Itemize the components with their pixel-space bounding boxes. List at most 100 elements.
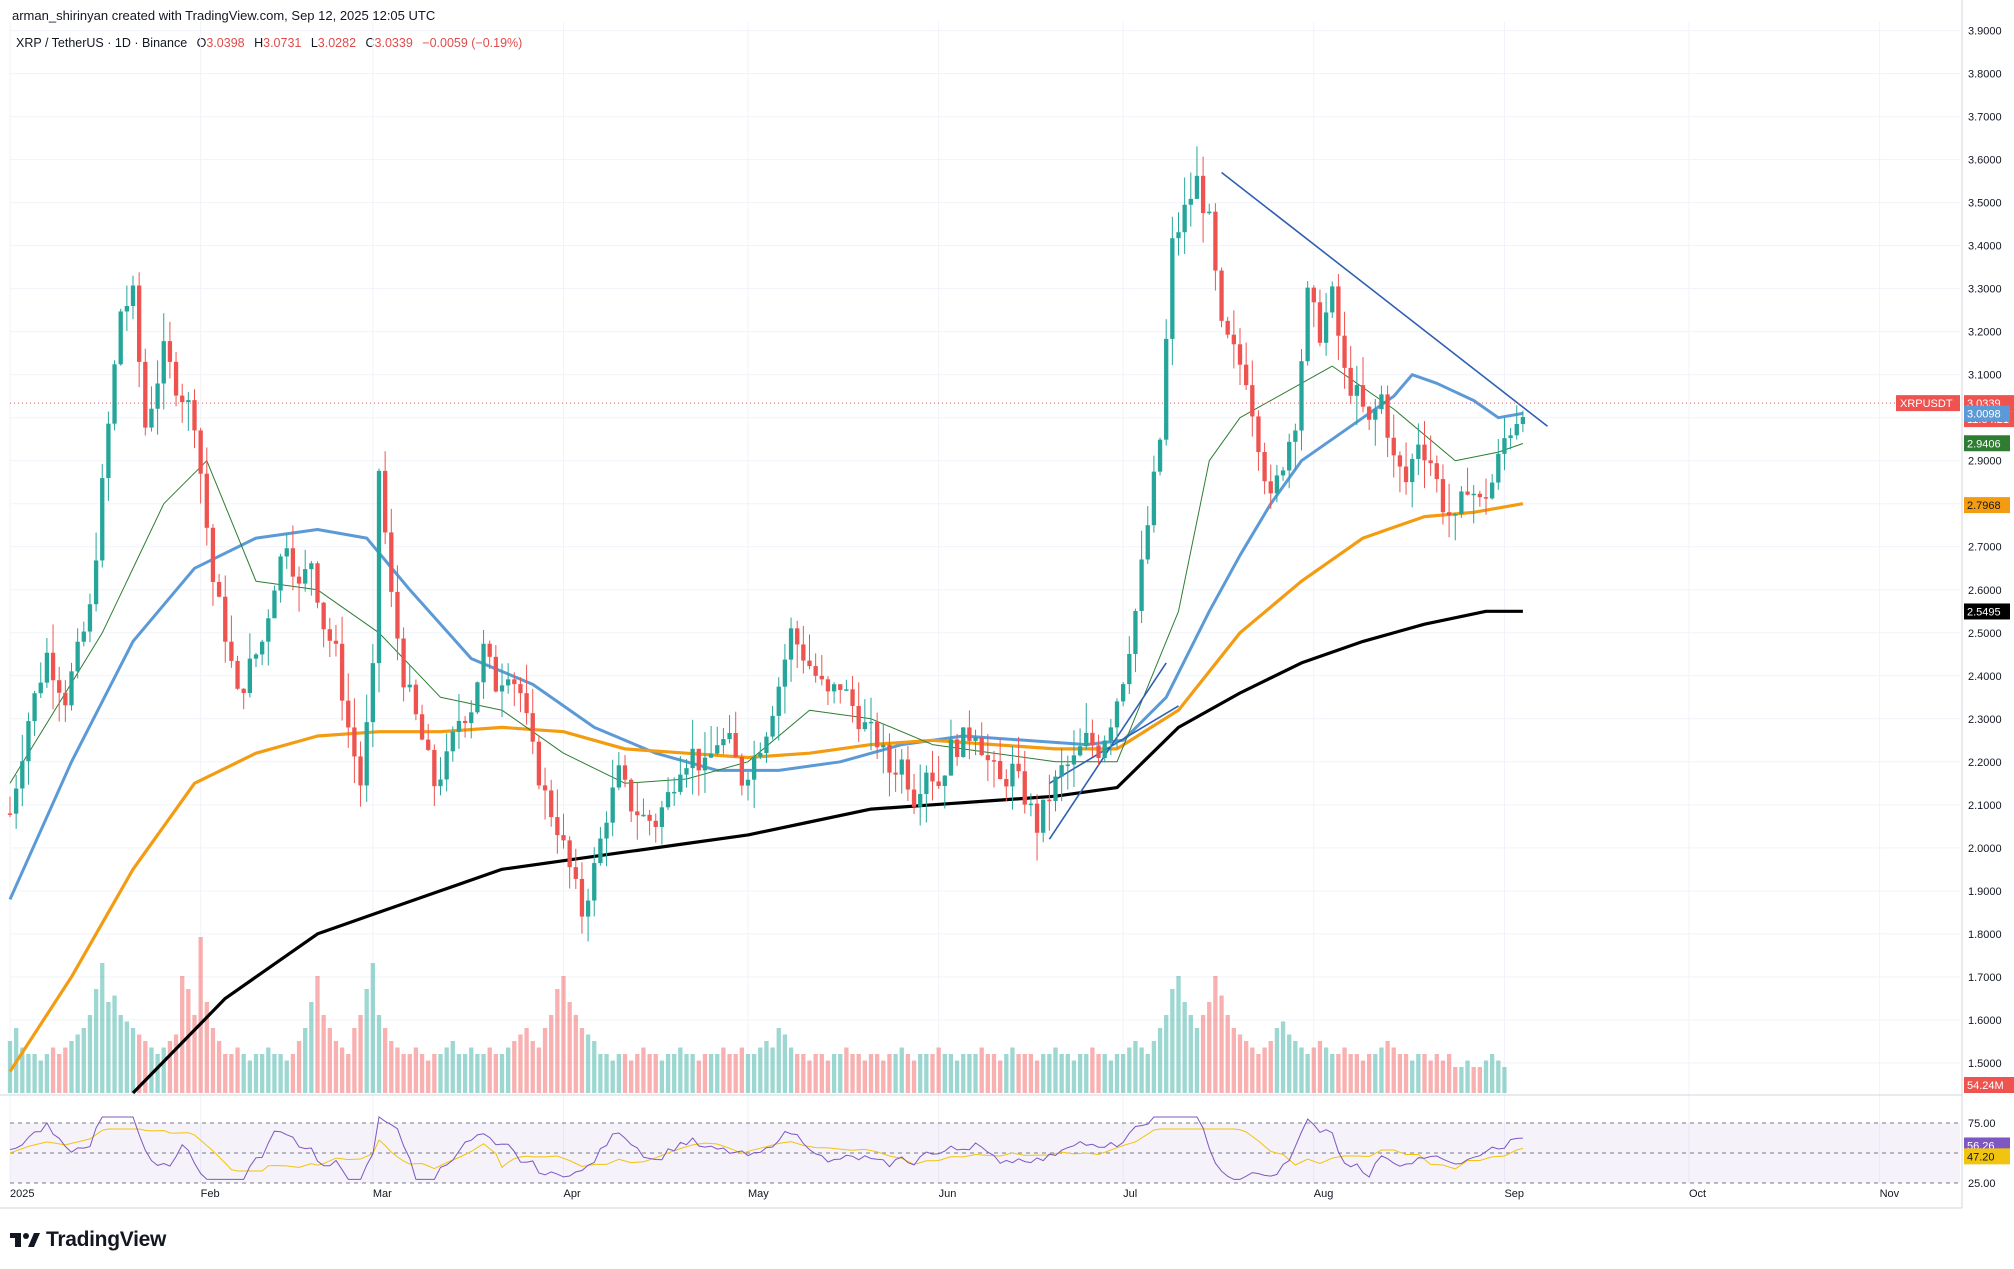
volume-bar: [1194, 1028, 1200, 1093]
candle-body: [899, 759, 904, 775]
volume-bar: [1280, 1021, 1286, 1093]
candle-body: [1041, 799, 1046, 833]
candle-body: [567, 840, 572, 868]
candle-body: [278, 556, 283, 591]
volume-max-badge-bg: [1964, 1077, 2014, 1093]
volume-bar: [1022, 1054, 1027, 1093]
volume-bar: [991, 1054, 997, 1093]
candle-body: [1397, 455, 1403, 467]
volume-bar: [1139, 1047, 1144, 1093]
volume-bar: [1459, 1067, 1464, 1093]
volume-bar: [100, 963, 105, 1093]
volume-bar: [339, 1047, 345, 1093]
volume-bar: [321, 1015, 326, 1093]
ma-slow-line: [131, 609, 1523, 1095]
candle-body: [13, 788, 19, 814]
candle-body: [1108, 727, 1114, 741]
candle-body: [770, 715, 775, 737]
volume-bar: [598, 1054, 603, 1093]
candle-body: [911, 789, 917, 807]
candle-body: [469, 712, 474, 724]
volume-bar: [549, 1015, 554, 1093]
candle-body: [309, 563, 314, 570]
volume-bar: [1416, 1054, 1421, 1093]
candle-body: [665, 792, 671, 808]
volume-bar: [173, 1034, 179, 1093]
volume-bar: [918, 1054, 923, 1093]
candle-body: [20, 761, 25, 789]
volume-bar: [93, 989, 99, 1093]
candle-body: [1403, 466, 1409, 483]
candle-body: [444, 751, 449, 780]
x-tick-label: Oct: [1689, 1188, 1706, 1200]
candle-body: [1471, 493, 1476, 496]
candle-body: [112, 364, 117, 424]
candle-body: [1311, 287, 1316, 303]
volume-bar: [973, 1054, 978, 1093]
candle-body: [1157, 439, 1163, 472]
x-tick-label: Apr: [564, 1188, 581, 1200]
volume-bar: [1268, 1041, 1273, 1093]
candle-body: [918, 793, 923, 807]
volume-bar: [124, 1021, 130, 1093]
candle-body: [1053, 776, 1058, 802]
volume-bar: [253, 1054, 259, 1093]
volume-bar: [1034, 1060, 1040, 1093]
candle-body: [130, 285, 136, 306]
candle-body: [389, 532, 394, 592]
volume-bar: [112, 995, 117, 1093]
volume-bar: [1391, 1047, 1396, 1093]
volume-bar: [1170, 989, 1175, 1093]
symbol-title[interactable]: XRP / TetherUS · 1D · Binance: [16, 36, 188, 50]
candle-body: [1182, 204, 1187, 233]
rsi-level-label: 75.00: [1968, 1118, 1996, 1130]
volume-bar: [997, 1060, 1003, 1093]
candle-body: [241, 688, 246, 694]
candle-body: [628, 779, 634, 812]
volume-bar: [610, 1060, 615, 1093]
candle-body: [991, 760, 997, 762]
volume-bar: [1237, 1034, 1243, 1093]
volume-bar: [469, 1047, 474, 1093]
candle-body: [1262, 452, 1267, 482]
candle-body: [1084, 732, 1089, 747]
candle-body: [1410, 459, 1415, 483]
volume-bar: [32, 1054, 37, 1093]
volume-bar: [438, 1054, 443, 1093]
candle-body: [1330, 286, 1335, 313]
chart-credit: arman_shirinyan created with TradingView…: [12, 8, 436, 23]
y-tick-label: 3.3000: [1968, 284, 2002, 296]
candle-body: [1219, 270, 1224, 321]
volume-bar: [1440, 1060, 1446, 1093]
volume-bar: [1127, 1047, 1132, 1093]
candle-body: [303, 569, 308, 584]
volume-bar: [389, 1041, 394, 1093]
candle-body: [751, 756, 757, 780]
candle-body: [1280, 470, 1286, 476]
candle-body: [180, 395, 185, 403]
y-tick-label: 3.7000: [1968, 112, 2002, 124]
candle-body: [1028, 803, 1034, 806]
candle-body: [942, 775, 947, 786]
volume-bar: [690, 1054, 695, 1093]
candle-body: [69, 671, 74, 706]
volume-bar: [358, 1015, 363, 1093]
volume-bar: [856, 1054, 861, 1093]
candle-body: [745, 779, 751, 786]
volume-bar: [426, 1060, 431, 1093]
candle-body: [708, 753, 714, 758]
candle-body: [407, 684, 412, 688]
candle-body: [247, 658, 253, 694]
candle-body: [1207, 211, 1212, 214]
ma-thin-badge-bg: [1964, 435, 2010, 452]
candle-body: [87, 604, 93, 632]
tradingview-footer[interactable]: TradingView: [10, 1228, 166, 1252]
volume-bar: [1496, 1060, 1501, 1093]
volume-bar: [862, 1060, 868, 1093]
volume-bar: [524, 1028, 529, 1093]
symbol-ohlc-line: XRP / TetherUS · 1D · Binance O3.0398 H3…: [16, 36, 522, 50]
candle-body: [346, 700, 351, 728]
volume-bar: [641, 1047, 646, 1093]
volume-bar: [561, 976, 566, 1093]
